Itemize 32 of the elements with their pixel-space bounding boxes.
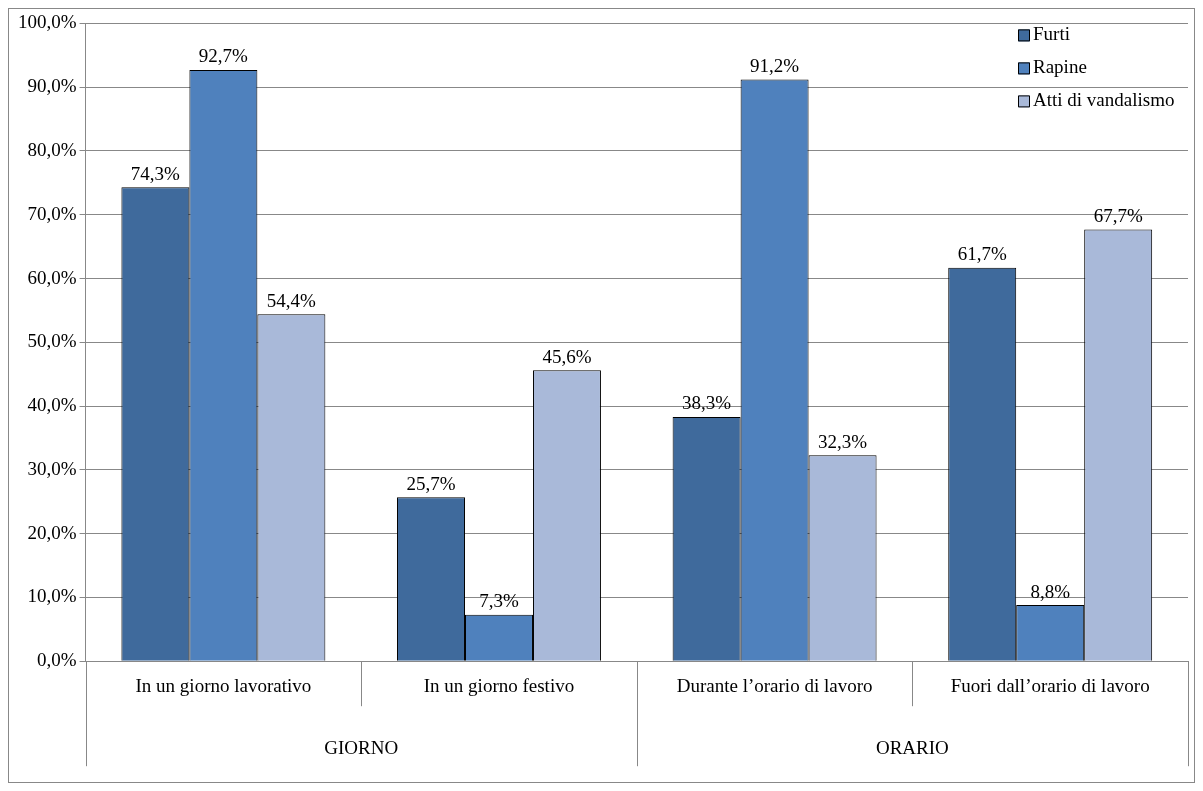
data-label: 74,3% [130,162,181,184]
x-tick-label: Durante l’orario di lavoro [676,674,873,696]
y-tick-label: 60,0% [27,266,77,288]
y-tick-label: 100,0% [18,11,77,33]
y-tick-label: 80,0% [27,138,77,160]
legend-label: Rapine [1033,56,1087,78]
y-tick-label: 0,0% [37,649,77,671]
legend-label: Furti [1033,23,1070,45]
y-tick-label: 10,0% [27,585,77,607]
data-label: 38,3% [682,392,732,414]
data-label: 7,3% [479,590,519,612]
data-label: 45,6% [542,345,592,367]
y-tick-label: 20,0% [27,521,77,543]
x-tick-label: In un giorno lavorativo [135,674,312,696]
text: ORARIO [875,737,949,759]
x-tick-label: In un giorno festivo [423,674,575,696]
data-label: 92,7% [198,45,249,67]
data-label: 25,7% [406,472,456,494]
y-tick-label: 40,0% [27,394,77,416]
y-tick-label: 70,0% [27,202,77,224]
y-tick-label: 50,0% [27,330,77,352]
data-label: 67,7% [1093,204,1143,226]
text: GIORNO [324,737,399,759]
y-tick-label: 90,0% [27,75,77,97]
data-label: 32,3% [818,430,868,452]
x-tick-label: Fuori dall’orario di lavoro [950,674,1150,696]
legend-label: Atti di vandalismo [1033,89,1175,111]
data-label: 61,7% [957,243,1007,265]
data-label: 54,4% [266,289,317,311]
y-tick-label: 30,0% [27,457,77,479]
data-label: 8,8% [1030,580,1071,602]
data-label: 91,2% [750,55,800,77]
